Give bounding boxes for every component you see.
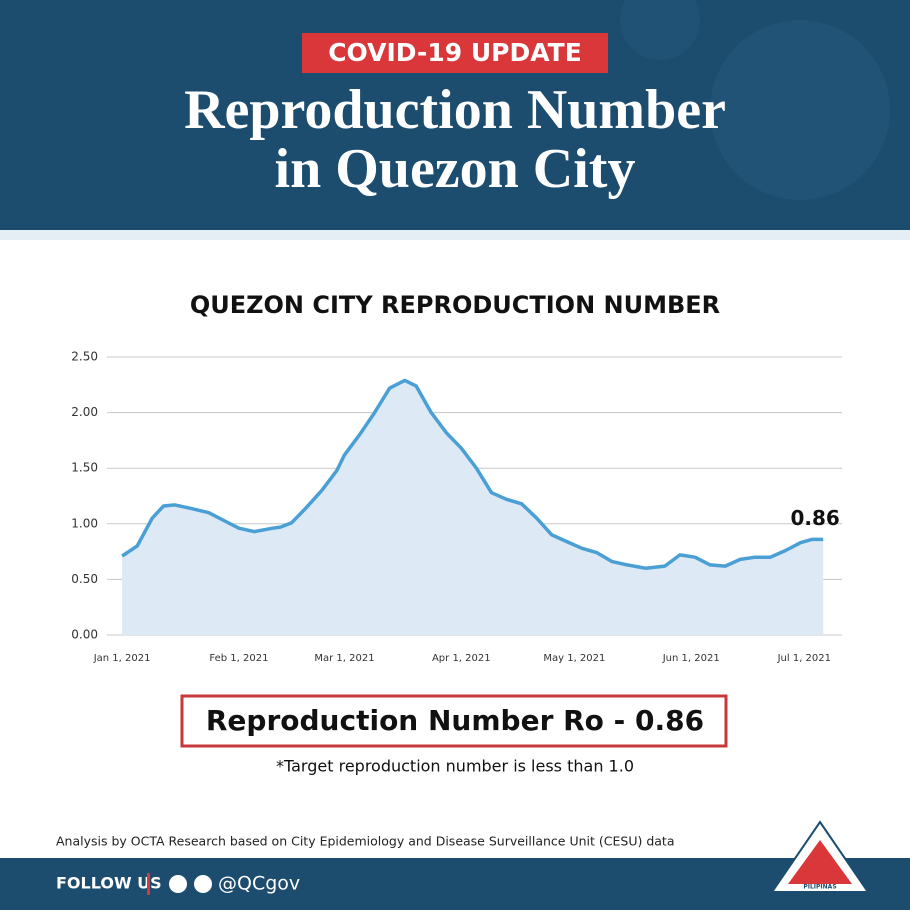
area <box>122 380 824 635</box>
x-tick-label: May 1, 2021 <box>543 653 605 664</box>
footer-bg <box>0 858 910 910</box>
line <box>121 378 824 571</box>
y-tick-label: 0.50 <box>71 572 98 586</box>
title: Reproduction Number <box>184 79 726 141</box>
x-tick-label: Mar 1, 2021 <box>314 653 374 664</box>
divider <box>147 873 150 895</box>
summary-box <box>180 694 728 748</box>
virus-decor <box>710 20 890 200</box>
source: Analysis by OCTA Research based on City … <box>56 834 674 849</box>
follow: FOLLOW US <box>56 874 162 893</box>
virus-decor <box>620 0 700 60</box>
x-tick-label: Jul 1, 2021 <box>777 653 831 664</box>
header-stripe <box>0 230 910 240</box>
plot: 0.00 0.50 1.00 1.50 2.00 2.50 Jan 1, 2021 Feb 1… <box>71 350 842 664</box>
title: in Quezon City <box>275 138 636 200</box>
y-tick-label: 1.50 <box>71 461 98 475</box>
summary-text: Reproduction Number Ro - 0.86 <box>206 704 704 737</box>
y-tick-label: 2.00 <box>71 405 98 419</box>
note: *Target reproduction number is less than… <box>276 757 634 776</box>
x-tick-label: Jun 1, 2021 <box>662 653 720 664</box>
y-tick-label: 2.50 <box>71 350 98 364</box>
twitter-icon <box>194 875 212 893</box>
logo-inner <box>788 840 852 884</box>
x-tick-label: Apr 1, 2021 <box>432 653 491 664</box>
badge <box>302 33 608 73</box>
handle: @QCgov <box>218 873 300 895</box>
logo-text: PILIPINAS <box>803 884 836 891</box>
x-tick-label: Feb 1, 2021 <box>209 653 268 664</box>
annotation: 0.86 <box>790 506 839 530</box>
y-tick-label: 0.00 <box>71 628 98 642</box>
facebook-icon <box>169 875 187 893</box>
x-tick-label: Jan 1, 2021 <box>93 653 151 664</box>
badge-text: COVID-19 UPDATE <box>328 38 582 67</box>
y-tick-label: 1.00 <box>71 516 98 530</box>
chart-title: QUEZON CITY REPRODUCTION NUMBER <box>190 291 720 319</box>
